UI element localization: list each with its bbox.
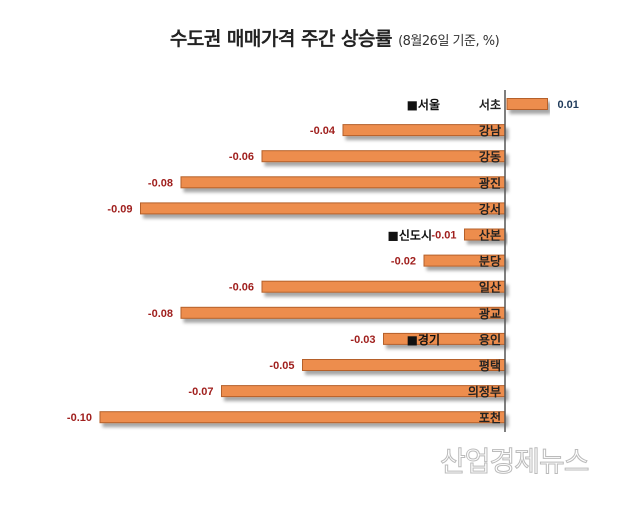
category-label: 강서: [479, 201, 501, 216]
value-label: -0.01: [431, 230, 456, 242]
bar-의정부: [221, 385, 506, 398]
value-label: -0.06: [229, 151, 254, 163]
value-label: -0.06: [229, 282, 254, 294]
group-label: ■경기: [407, 332, 440, 347]
category-label: 서초: [479, 97, 501, 112]
category-label: 산본: [479, 228, 501, 243]
bar-포천: [99, 411, 506, 424]
bar-서초: [506, 98, 548, 110]
category-label: 용인: [479, 332, 501, 347]
value-label: -0.05: [269, 360, 294, 372]
title-subtitle: (8월26일 기준, %): [398, 34, 500, 49]
value-label: -0.08: [148, 308, 173, 320]
bar-일산: [261, 280, 506, 293]
watermark: 산업경제뉴스: [440, 445, 591, 479]
bar-강동: [261, 150, 506, 163]
category-label: 의정부: [468, 384, 501, 399]
category-label: 강동: [479, 150, 501, 164]
group-label: ■서울: [407, 97, 440, 112]
title-main: 수도권 매매가격 주간 상승률: [169, 28, 393, 50]
value-label: 0.01: [558, 99, 579, 111]
value-label: -0.07: [188, 386, 213, 398]
value-label: -0.04: [310, 125, 336, 137]
bar-평택: [302, 359, 506, 371]
category-label: 평택: [479, 358, 501, 373]
category-label: 일산: [479, 280, 501, 295]
group-label: ■신도시: [388, 228, 432, 243]
value-label: -0.02: [391, 256, 416, 268]
value-label: -0.10: [67, 412, 92, 424]
bar-광진: [180, 176, 506, 189]
bar-강서: [140, 202, 506, 215]
category-label: 광교: [479, 306, 501, 321]
category-label: 강남: [479, 123, 501, 138]
category-label: 분당: [479, 254, 501, 269]
category-label: 광진: [479, 175, 501, 190]
value-label: -0.03: [350, 334, 375, 346]
value-label: -0.09: [107, 203, 132, 215]
chart-title: 수도권 매매가격 주간 상승률 (8월26일 기준, %): [0, 24, 629, 51]
category-label: 포천: [479, 410, 501, 425]
value-label: -0.08: [148, 177, 173, 189]
bar-광교: [180, 306, 506, 319]
